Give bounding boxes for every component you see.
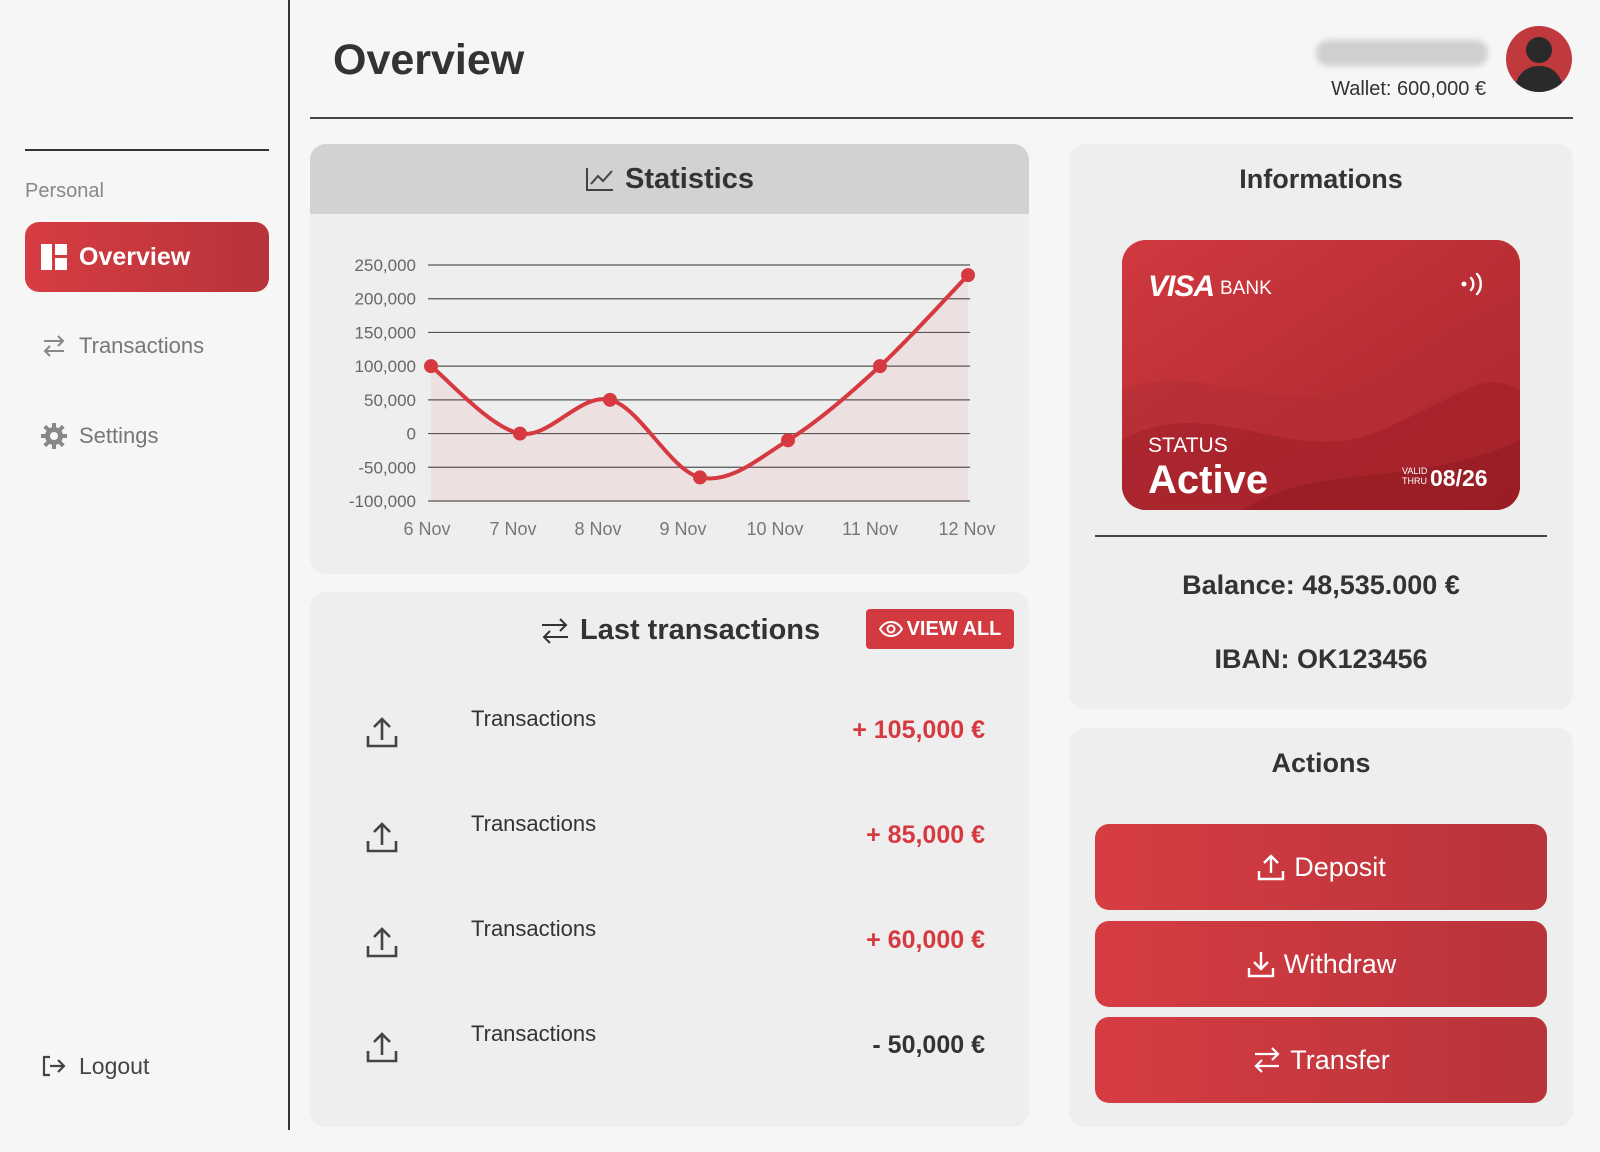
transaction-label: Transactions — [471, 1021, 597, 1046]
informations-card: Informations VISA BANK STATUS Active VAL… — [1069, 144, 1573, 709]
page-title: Overview — [333, 36, 525, 84]
transactions-card: Last transactions VIEW ALL Transactions +… — [310, 592, 1029, 1127]
logout-icon — [41, 1053, 67, 1079]
data-point[interactable] — [873, 359, 887, 374]
sidebar-item-label: Overview — [79, 242, 191, 271]
data-point[interactable] — [781, 433, 795, 448]
wallet-balance: Wallet: 600,000 € — [1331, 78, 1486, 100]
swap-icon — [540, 617, 570, 645]
x-tick-label: 10 Nov — [746, 519, 803, 539]
transaction-amount: + 60,000 € — [866, 926, 985, 954]
data-point[interactable] — [513, 426, 527, 441]
y-tick-label: 250,000 — [355, 256, 416, 275]
card-expiry: 08/26 — [1430, 465, 1488, 491]
avatar[interactable] — [1506, 26, 1572, 92]
sidebar-section-label: Personal — [25, 180, 104, 202]
card-bank-label: BANK — [1220, 278, 1272, 299]
transaction-amount: - 50,000 € — [872, 1031, 985, 1059]
sidebar-item-settings[interactable]: Settings — [25, 401, 269, 471]
y-tick-label: 0 — [407, 425, 416, 444]
card-valid-thru-label: VALID THRU — [1402, 466, 1428, 486]
sidebar-divider — [25, 149, 269, 151]
withdraw-button[interactable]: Withdraw — [1095, 921, 1547, 1007]
x-tick-label: 8 Nov — [574, 519, 621, 539]
user-name-blurred — [1316, 40, 1488, 66]
transfer-button[interactable]: Transfer — [1095, 1017, 1547, 1103]
x-tick-label: 11 Nov — [842, 519, 898, 539]
transaction-row[interactable]: Transactions + 105,000 € — [310, 692, 1029, 792]
transaction-label: Transactions — [471, 811, 597, 836]
data-point[interactable] — [693, 470, 707, 485]
sidebar-item-label: Transactions — [79, 333, 205, 358]
header-divider — [310, 117, 1573, 119]
transactions-header: Last transactions — [540, 614, 820, 647]
transaction-row[interactable]: Transactions - 50,000 € — [310, 1007, 1029, 1107]
transaction-row[interactable]: Transactions + 60,000 € — [310, 902, 1029, 1002]
y-tick-label: -100,000 — [349, 492, 416, 511]
sidebar: Personal Overview Transactions Settings … — [0, 0, 290, 1130]
account-iban: IBAN: OK123456 — [1214, 644, 1428, 674]
transaction-label: Transactions — [471, 706, 597, 731]
data-point[interactable] — [424, 359, 438, 374]
contactless-icon — [1460, 270, 1486, 303]
eye-icon — [878, 620, 903, 638]
actions-title: Actions — [1271, 748, 1371, 778]
view-all-button[interactable]: VIEW ALL — [866, 609, 1014, 649]
transaction-amount: + 85,000 € — [866, 821, 985, 849]
sidebar-item-label: Settings — [79, 423, 159, 448]
transaction-amount: + 105,000 € — [852, 716, 985, 744]
swap-icon — [41, 333, 67, 359]
logout-button[interactable]: Logout — [25, 1031, 269, 1101]
series-area — [431, 275, 968, 501]
download-icon — [1247, 952, 1274, 978]
withdraw-label: Withdraw — [1283, 948, 1397, 979]
account-balance: Balance: 48,535.000 € — [1182, 570, 1460, 600]
actions-card: Actions Deposit Withdraw Transfer — [1069, 728, 1573, 1127]
transaction-row[interactable]: Transactions + 85,000 € — [310, 797, 1029, 897]
y-tick-label: 100,000 — [355, 357, 416, 376]
upload-icon — [364, 819, 400, 860]
view-all-label: VIEW ALL — [906, 617, 1002, 640]
bank-card[interactable]: VISA BANK STATUS Active VALID THRU 08/26 — [1122, 240, 1520, 510]
sidebar-item-overview[interactable]: Overview — [25, 222, 269, 292]
transactions-title: Last transactions — [580, 614, 821, 646]
upload-icon — [364, 1029, 400, 1070]
card-status: Active — [1148, 458, 1269, 502]
chart-line-icon — [586, 168, 614, 191]
statistics-card: Statistics 250,000 200,000 150,000 100,000 5… — [310, 144, 1029, 574]
y-tick-label: -50,000 — [358, 458, 416, 477]
x-tick-label: 6 Nov — [403, 519, 450, 539]
gear-icon — [41, 423, 67, 449]
swap-icon — [1254, 1047, 1280, 1073]
y-tick-label: 150,000 — [355, 323, 416, 342]
deposit-button[interactable]: Deposit — [1095, 824, 1547, 910]
logout-label: Logout — [79, 1052, 150, 1079]
data-point[interactable] — [961, 268, 975, 283]
visa-logo: VISA — [1148, 270, 1215, 303]
statistics-title: Statistics — [625, 162, 754, 195]
upload-icon — [364, 714, 400, 755]
informations-title: Informations — [1239, 164, 1403, 194]
transfer-label: Transfer — [1290, 1044, 1390, 1075]
user-silhouette-icon — [1514, 37, 1564, 92]
x-tick-label: 9 Nov — [659, 519, 706, 539]
x-tick-label: 12 Nov — [938, 519, 995, 539]
upload-icon — [364, 924, 400, 965]
y-tick-label: 200,000 — [355, 290, 416, 309]
statistics-header: Statistics — [310, 144, 1029, 214]
deposit-label: Deposit — [1294, 851, 1386, 882]
data-point[interactable] — [603, 392, 617, 407]
x-tick-label: 7 Nov — [489, 519, 536, 539]
card-wave-background — [1122, 240, 1520, 510]
transaction-label: Transactions — [471, 916, 597, 941]
upload-icon — [1258, 854, 1285, 881]
info-divider — [1095, 535, 1547, 537]
sidebar-item-transactions[interactable]: Transactions — [25, 311, 269, 381]
statistics-line-chart: 250,000 200,000 150,000 100,000 50,000 0 -50,0… — [349, 256, 996, 539]
y-tick-label: 50,000 — [364, 391, 416, 410]
dashboard-icon — [41, 244, 67, 270]
card-status-label: STATUS — [1148, 434, 1228, 457]
